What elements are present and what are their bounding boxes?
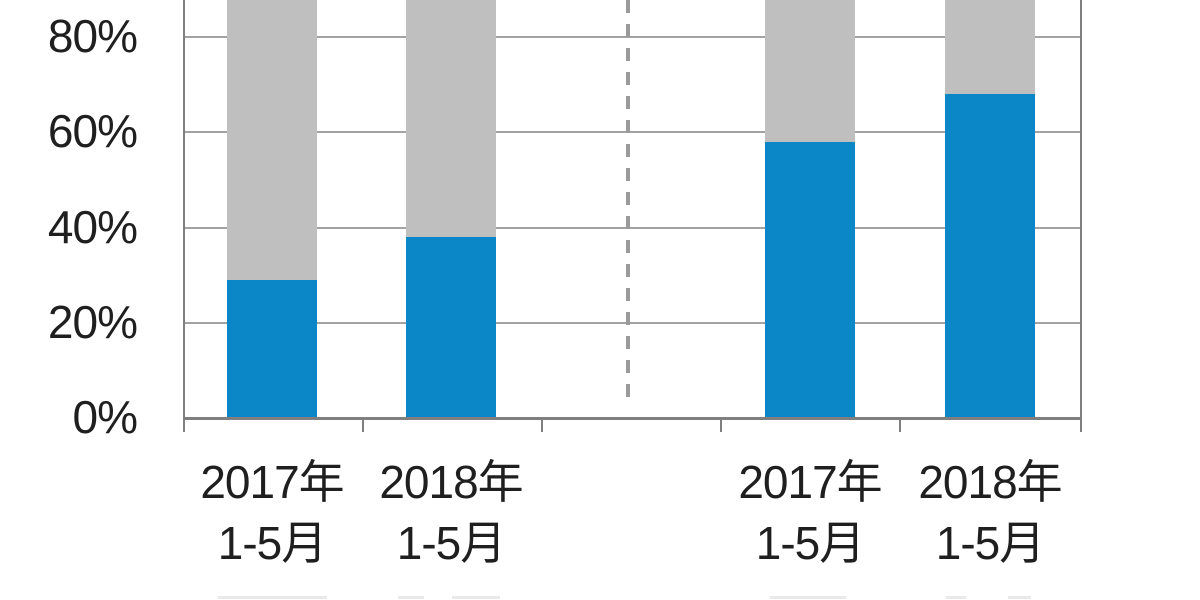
bar-left-2018-gray-segment (406, 0, 496, 237)
bar-left-2017 (227, 0, 317, 418)
bar-right-2018-gray-segment (945, 0, 1035, 94)
x-axis-line (183, 417, 1082, 420)
bar-right-2018-blue-segment (945, 94, 1035, 418)
y-axis-line (183, 0, 185, 432)
y-tick-label-0: 0% (72, 391, 138, 444)
cropped-text-artifact-1 (218, 596, 327, 599)
bar-left-2017-blue-segment (227, 280, 317, 418)
gridline-20pct (183, 322, 1082, 324)
x-label-left-2017: 2017年 1-5月 (200, 456, 344, 569)
y-tick-label-40: 40% (47, 201, 138, 254)
plot-right-border (1080, 0, 1082, 432)
bar-left-2017-gray-segment (227, 0, 317, 280)
cropped-text-artifact-6 (1008, 596, 1031, 599)
gridline-40pct (183, 227, 1082, 229)
bar-left-2018-blue-segment (406, 237, 496, 418)
gridline-80pct (183, 36, 1082, 38)
gridline-60pct (183, 131, 1082, 133)
cropped-text-artifact-4 (770, 596, 846, 599)
x-axis-tick-4 (899, 418, 901, 432)
x-axis-tick-3 (720, 418, 722, 432)
bar-right-2017 (765, 0, 855, 418)
cropped-text-artifact-2 (398, 596, 424, 599)
y-tick-label-60: 60% (47, 105, 138, 158)
x-label-left-2018: 2018年 1-5月 (379, 456, 523, 569)
x-label-right-2018: 2018年 1-5月 (918, 456, 1062, 569)
x-axis-tick-1 (362, 418, 364, 432)
bar-right-2017-gray-segment (765, 0, 855, 142)
group-divider-dashed-line (626, 0, 630, 400)
bar-right-2017-blue-segment (765, 142, 855, 418)
bar-left-2018 (406, 0, 496, 418)
y-tick-label-80: 80% (47, 10, 138, 63)
x-label-right-2017: 2017年 1-5月 (738, 456, 882, 569)
y-tick-label-20: 20% (47, 296, 138, 349)
cropped-text-artifact-5 (946, 596, 966, 599)
x-axis-tick-2 (541, 418, 543, 432)
cropped-text-artifact-3 (452, 596, 500, 599)
bar-right-2018 (945, 0, 1035, 418)
